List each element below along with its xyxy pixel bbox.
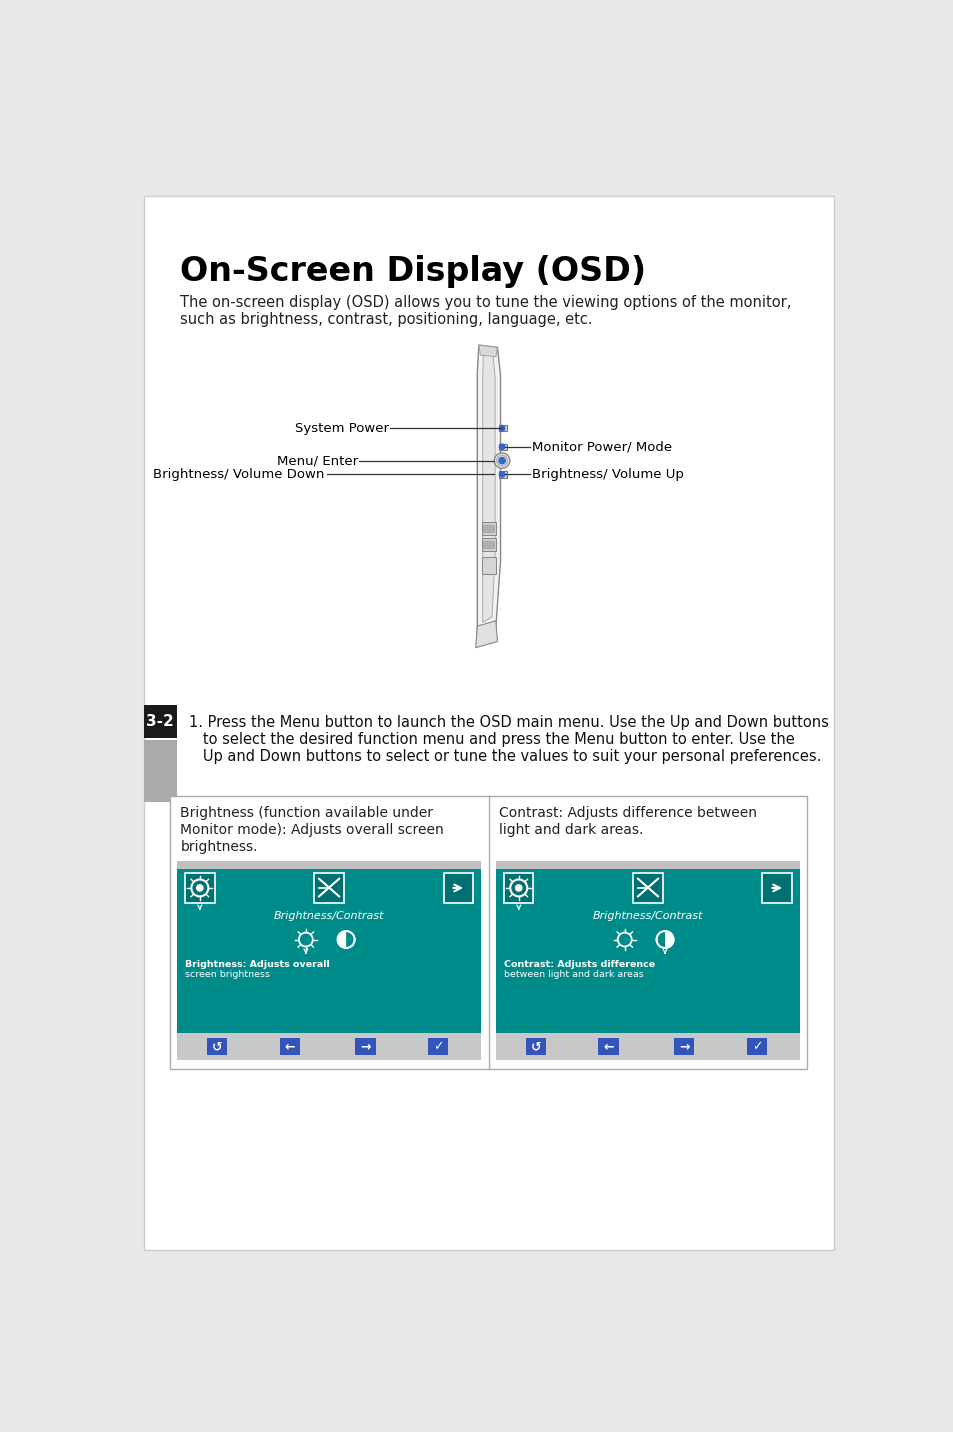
Bar xyxy=(525,1038,545,1055)
Text: brightness.: brightness. xyxy=(180,841,257,855)
Bar xyxy=(496,1034,799,1060)
Text: Brightness/ Volume Up: Brightness/ Volume Up xyxy=(532,468,683,481)
Text: Brightness/Contrast: Brightness/Contrast xyxy=(592,911,702,921)
Text: to select the desired function menu and press the Menu button to enter. Use the: to select the desired function menu and … xyxy=(189,732,794,746)
Bar xyxy=(177,869,480,1060)
Bar xyxy=(279,1038,299,1055)
Text: Up and Down buttons to select or tune the values to suit your personal preferenc: Up and Down buttons to select or tune th… xyxy=(189,749,821,763)
Bar xyxy=(674,1038,694,1055)
Bar xyxy=(503,874,533,902)
Bar xyxy=(498,471,506,477)
Circle shape xyxy=(195,884,204,892)
Circle shape xyxy=(515,884,522,892)
Text: Brightness/ Volume Down: Brightness/ Volume Down xyxy=(153,468,324,481)
Polygon shape xyxy=(478,345,497,357)
Text: The on-screen display (OSD) allows you to tune the viewing options of the monito: The on-screen display (OSD) allows you t… xyxy=(179,295,790,311)
Text: between light and dark areas: between light and dark areas xyxy=(503,969,643,978)
Bar xyxy=(498,444,506,450)
Circle shape xyxy=(497,455,507,465)
Bar xyxy=(144,740,176,802)
Bar xyxy=(144,706,176,737)
Bar xyxy=(761,874,791,902)
Bar xyxy=(177,861,480,869)
Bar xyxy=(481,523,496,534)
Text: ✓: ✓ xyxy=(433,1040,443,1053)
Bar xyxy=(481,538,496,551)
Bar xyxy=(498,425,506,431)
Text: ←: ← xyxy=(602,1040,613,1053)
Polygon shape xyxy=(482,351,495,623)
Bar xyxy=(207,1038,227,1055)
Circle shape xyxy=(498,444,504,450)
Bar xyxy=(598,1038,618,1055)
Bar xyxy=(177,1034,480,1060)
Text: Contrast: Adjusts difference: Contrast: Adjusts difference xyxy=(503,959,655,968)
Text: Monitor Power/ Mode: Monitor Power/ Mode xyxy=(532,440,672,454)
Text: Contrast: Adjusts difference between: Contrast: Adjusts difference between xyxy=(498,806,757,821)
Bar xyxy=(483,524,494,533)
Text: Menu/ Enter: Menu/ Enter xyxy=(276,454,357,467)
Bar xyxy=(314,874,343,902)
Wedge shape xyxy=(337,931,346,948)
Text: ✓: ✓ xyxy=(751,1040,761,1053)
Bar xyxy=(633,874,662,902)
Text: ←: ← xyxy=(284,1040,294,1053)
Text: Brightness/Contrast: Brightness/Contrast xyxy=(274,911,384,921)
Bar xyxy=(170,796,806,1068)
Text: Brightness (function available under: Brightness (function available under xyxy=(180,806,433,821)
Text: 3-2: 3-2 xyxy=(147,715,174,729)
Bar xyxy=(481,557,496,574)
Polygon shape xyxy=(476,620,497,647)
Polygon shape xyxy=(476,345,500,634)
Bar xyxy=(483,541,494,548)
Circle shape xyxy=(498,425,504,431)
Text: On-Screen Display (OSD): On-Screen Display (OSD) xyxy=(179,255,645,288)
Bar xyxy=(185,874,214,902)
Text: light and dark areas.: light and dark areas. xyxy=(498,823,643,838)
Circle shape xyxy=(498,457,505,464)
Text: 1. Press the Menu button to launch the OSD main menu. Use the Up and Down button: 1. Press the Menu button to launch the O… xyxy=(189,715,828,730)
Circle shape xyxy=(498,471,504,477)
Text: →: → xyxy=(679,1040,689,1053)
Text: System Power: System Power xyxy=(294,422,389,435)
Text: Brightness: Adjusts overall: Brightness: Adjusts overall xyxy=(185,959,330,968)
Text: ↺: ↺ xyxy=(212,1040,222,1053)
Bar xyxy=(496,869,799,1060)
Text: →: → xyxy=(360,1040,371,1053)
Text: screen brightness: screen brightness xyxy=(185,969,270,978)
Text: ↺: ↺ xyxy=(530,1040,540,1053)
Bar xyxy=(496,861,799,869)
Text: Monitor mode): Adjusts overall screen: Monitor mode): Adjusts overall screen xyxy=(180,823,444,838)
Circle shape xyxy=(494,453,509,468)
Bar xyxy=(443,874,473,902)
Bar xyxy=(746,1038,766,1055)
Wedge shape xyxy=(664,931,673,948)
Bar xyxy=(428,1038,448,1055)
Text: such as brightness, contrast, positioning, language, etc.: such as brightness, contrast, positionin… xyxy=(179,312,592,326)
Bar xyxy=(355,1038,375,1055)
